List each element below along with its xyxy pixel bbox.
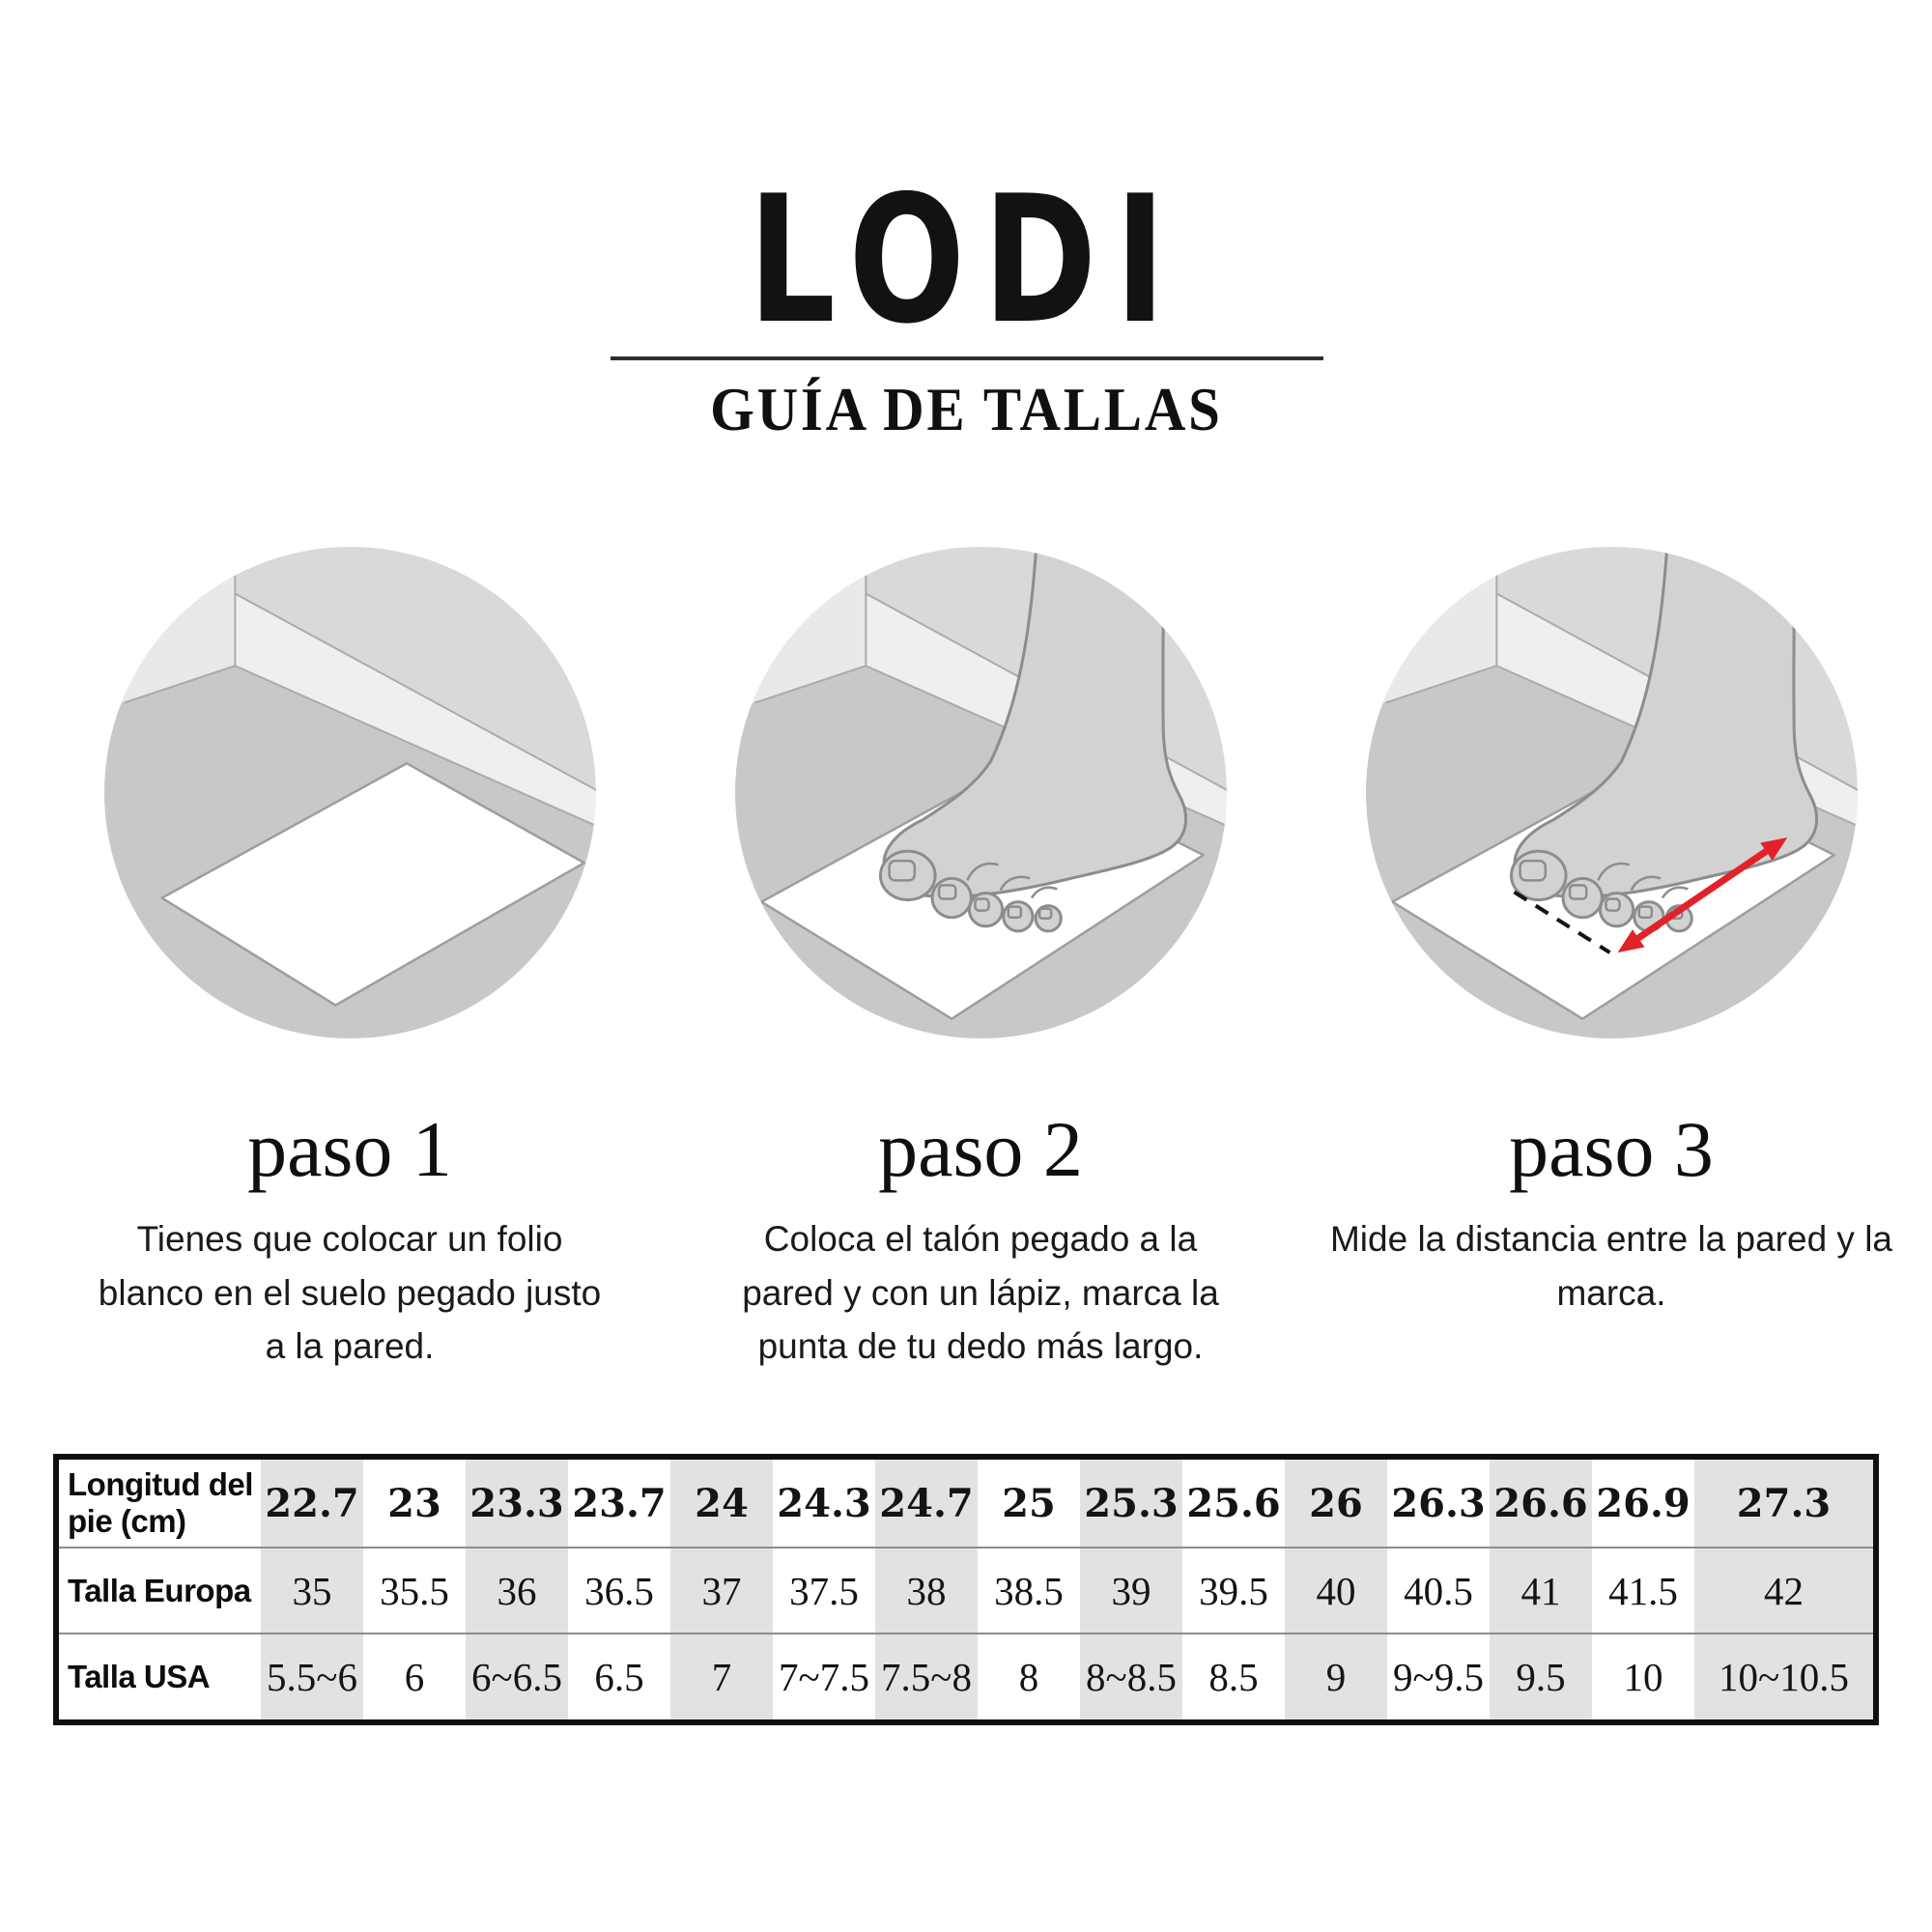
step-2-title: paso 2 — [878, 1105, 1083, 1193]
table-cell: 9~9.5 — [1387, 1633, 1490, 1722]
table-cell: 41.5 — [1592, 1547, 1694, 1634]
table-cell: 40 — [1285, 1547, 1387, 1634]
table-cell: 7 — [670, 1633, 773, 1722]
table-row-usa-size: Talla USA 5.5~6 6 6~6.5 6.5 7 7~7.5 7.5~… — [56, 1633, 1876, 1722]
table-cell: 39 — [1080, 1547, 1182, 1634]
step-column-2: paso 2 Coloca el talón pegado a la pared… — [681, 539, 1280, 1374]
table-cell: 10 — [1592, 1633, 1694, 1722]
table-cell: 26 — [1285, 1457, 1387, 1548]
table-cell: 7.5~8 — [875, 1633, 978, 1722]
step-3-title: paso 3 — [1509, 1105, 1714, 1193]
table-cell: 38.5 — [978, 1547, 1080, 1634]
table-row-eu-size: Talla Europa 35 35.5 36 36.5 37 37.5 38 … — [56, 1547, 1876, 1634]
table-cell: 23 — [387, 1480, 441, 1526]
table-cell: 37 — [670, 1547, 773, 1634]
table-cell: 26.9 — [1596, 1480, 1690, 1526]
table-cell: 24.7 — [875, 1457, 978, 1548]
table-cell: 35 — [261, 1547, 363, 1634]
table-cell: 23.3 — [466, 1457, 568, 1548]
row-label-talla-usa: Talla USA — [56, 1633, 261, 1722]
table-cell: 6~6.5 — [466, 1633, 568, 1722]
row-label-longitud: Longitud del pie (cm) — [68, 1466, 253, 1539]
table-row-foot-length: Longitud del pie (cm) 22.7 23 23.3 23.7 … — [56, 1457, 1876, 1548]
table-cell: 39.5 — [1182, 1547, 1285, 1634]
table-cell: 9.5 — [1490, 1633, 1592, 1722]
table-cell: 10~10.5 — [1694, 1633, 1876, 1722]
table-cell: 36.5 — [568, 1547, 670, 1634]
step-2-description: Coloca el talón pegado a la pared y con … — [742, 1219, 1219, 1366]
table-cell: 35.5 — [363, 1547, 466, 1634]
table-cell: 6.5 — [568, 1633, 670, 1722]
table-cell: 5.5~6 — [261, 1633, 363, 1722]
table-cell: 36 — [466, 1547, 568, 1634]
table-cell: 22.7 — [261, 1457, 363, 1548]
table-cell: 25 — [1002, 1480, 1056, 1526]
table-cell: 38 — [875, 1547, 978, 1634]
table-cell: 26.3 — [1391, 1480, 1486, 1526]
page-subtitle-text: GUÍA DE TALLAS — [709, 375, 1223, 443]
table-cell: 8 — [978, 1633, 1080, 1722]
table-cell: 6 — [363, 1633, 466, 1722]
table-cell: 41 — [1490, 1547, 1592, 1634]
step-column-3: paso 3 Mide la distancia entre la pared … — [1312, 539, 1911, 1320]
step-column-1: paso 1 Tienes que colocar un folio blanc… — [50, 539, 649, 1374]
table-cell: 8.5 — [1182, 1633, 1285, 1722]
table-cell: 25.3 — [1080, 1457, 1182, 1548]
step-1-paper-on-floor-illustration — [103, 547, 596, 1038]
row-label-talla-europa: Talla Europa — [56, 1547, 261, 1634]
page-subtitle: GUÍA DE TALLAS — [0, 379, 1932, 440]
step-1-description: Tienes que colocar un folio blanco en el… — [98, 1219, 602, 1366]
table-cell: 42 — [1694, 1547, 1876, 1634]
table-cell: 7~7.5 — [773, 1633, 875, 1722]
table-cell: 37.5 — [773, 1547, 875, 1634]
table-cell: 24.3 — [777, 1480, 871, 1526]
table-cell: 25.6 — [1186, 1480, 1281, 1526]
logo-underline — [611, 356, 1323, 360]
size-chart-table: Longitud del pie (cm) 22.7 23 23.3 23.7 … — [53, 1454, 1879, 1725]
brand-logo-text: LODI — [748, 157, 1184, 362]
table-cell: 8~8.5 — [1080, 1633, 1182, 1722]
table-cell: 40.5 — [1387, 1547, 1490, 1634]
table-cell: 27.3 — [1694, 1457, 1876, 1548]
table-cell: 24 — [670, 1457, 773, 1548]
brand-logo: LODI — [0, 172, 1932, 348]
step-2-foot-on-paper-illustration — [734, 547, 1227, 1038]
step-3-measure-arrow-illustration — [1365, 547, 1858, 1038]
table-cell: 9 — [1285, 1633, 1387, 1722]
table-cell: 23.7 — [572, 1480, 667, 1526]
table-cell: 26.6 — [1490, 1457, 1592, 1548]
step-3-description: Mide la distancia entre la pared y la ma… — [1329, 1219, 1893, 1313]
step-1-title: paso 1 — [247, 1105, 452, 1193]
